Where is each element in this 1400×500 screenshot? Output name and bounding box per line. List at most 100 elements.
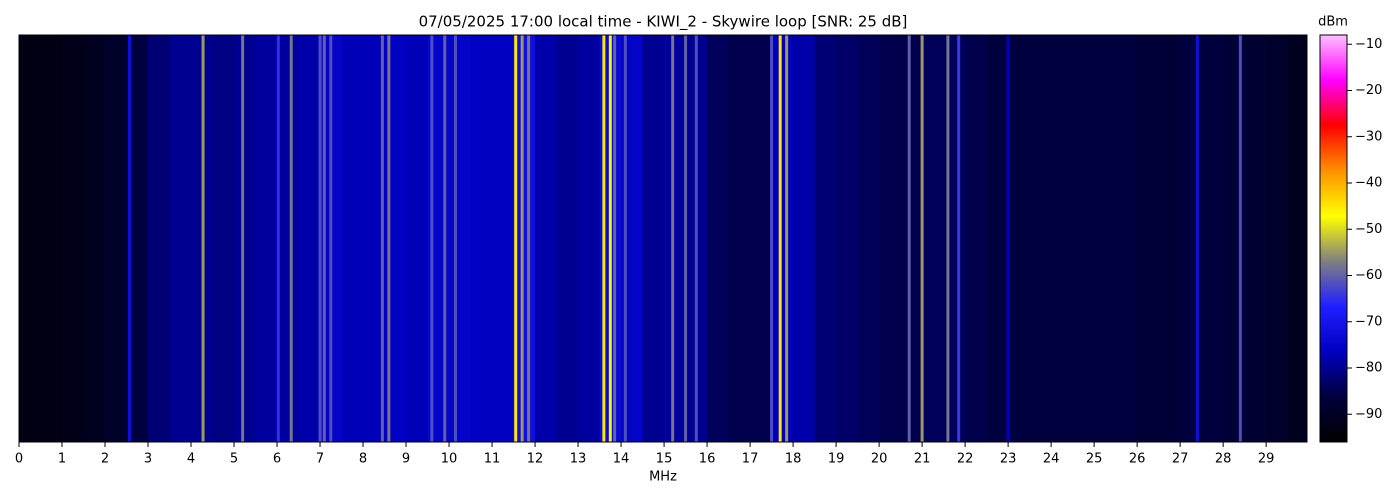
x-tick-label: 10: [441, 452, 458, 467]
band: [1244, 35, 1267, 442]
band: [1180, 35, 1203, 442]
x-tick-label: 19: [828, 452, 845, 467]
band: [750, 35, 773, 442]
colorbar-tick-label: −80: [1355, 361, 1382, 376]
colorbar-tick-label: −40: [1355, 176, 1382, 191]
signal-line: [770, 35, 774, 442]
band: [707, 35, 730, 442]
signal-line: [1238, 35, 1242, 442]
signal-line: [907, 35, 911, 442]
signal-line: [289, 35, 293, 442]
band: [922, 35, 945, 442]
x-tick-label: 6: [273, 452, 281, 467]
x-tick-label: 4: [187, 452, 195, 467]
x-tick-label: 26: [1129, 452, 1146, 467]
signal-line: [920, 35, 924, 442]
band: [1158, 35, 1181, 442]
band: [148, 35, 171, 442]
x-tick-label: 9: [402, 452, 410, 467]
band: [1201, 35, 1224, 442]
band: [277, 35, 300, 442]
band: [1137, 35, 1160, 442]
band: [1287, 35, 1308, 442]
colorbar-label: dBm: [1318, 15, 1348, 30]
signal-line: [1195, 35, 1199, 442]
band: [1223, 35, 1246, 442]
band: [857, 35, 880, 442]
colorbar-tick-label: −50: [1355, 222, 1382, 237]
signal-line: [318, 35, 322, 442]
band: [1051, 35, 1074, 442]
x-tick-label: 17: [742, 452, 759, 467]
signal-line: [128, 35, 132, 442]
signal-line: [957, 35, 961, 442]
band: [556, 35, 579, 442]
signal-line: [241, 35, 245, 442]
x-tick-label: 28: [1215, 452, 1232, 467]
signal-line: [329, 35, 333, 442]
band: [62, 35, 85, 442]
band: [255, 35, 278, 442]
band: [535, 35, 558, 442]
x-tick-label: 1: [58, 452, 66, 467]
band: [1072, 35, 1095, 442]
band: [986, 35, 1009, 442]
signal-line: [694, 35, 698, 442]
x-tick-label: 21: [914, 452, 931, 467]
x-tick-label: 23: [1000, 452, 1017, 467]
signal-line: [387, 35, 391, 442]
x-tick-label: 11: [484, 452, 501, 467]
signal-line: [671, 35, 675, 442]
signal-line: [778, 35, 782, 442]
band: [965, 35, 988, 442]
band: [105, 35, 128, 442]
plot-frame: [18, 34, 1308, 443]
signal-line: [201, 35, 205, 442]
x-tick-label: 29: [1258, 452, 1275, 467]
band: [1266, 35, 1289, 442]
band: [1008, 35, 1031, 442]
colorbar-tick-label: −20: [1355, 83, 1382, 98]
band: [470, 35, 493, 442]
x-tick-label: 14: [613, 452, 630, 467]
x-tick-label: 15: [656, 452, 673, 467]
signal-line: [608, 35, 612, 442]
band: [212, 35, 235, 442]
signal-line: [602, 35, 606, 442]
band: [363, 35, 386, 442]
x-tick-label: 16: [699, 452, 716, 467]
signal-line: [520, 35, 524, 442]
band: [341, 35, 364, 442]
x-tick-label: 3: [144, 452, 152, 467]
band: [492, 35, 515, 442]
band: [900, 35, 923, 442]
signal-line: [785, 35, 789, 442]
band: [1094, 35, 1117, 442]
band: [234, 35, 257, 442]
x-axis-label: MHz: [649, 470, 677, 485]
band: [578, 35, 601, 442]
colorbar: [1319, 34, 1348, 443]
signal-line: [454, 35, 458, 442]
colorbar-tick-label: −90: [1355, 407, 1382, 422]
colorbar-tick-label: −60: [1355, 268, 1382, 283]
signal-line: [443, 35, 447, 442]
signal-line: [514, 35, 518, 442]
band: [642, 35, 665, 442]
x-tick-label: 27: [1172, 452, 1189, 467]
band: [664, 35, 687, 442]
signal-line: [527, 35, 531, 442]
signal-line: [946, 35, 950, 442]
colorbar-tick-label: −10: [1355, 37, 1382, 52]
x-tick-label: 2: [101, 452, 109, 467]
x-tick-label: 22: [957, 452, 974, 467]
band: [19, 35, 42, 442]
x-tick-label: 7: [316, 452, 324, 467]
signal-line: [684, 35, 688, 442]
band: [298, 35, 321, 442]
colorbar-tick-label: −30: [1355, 129, 1382, 144]
band: [169, 35, 192, 442]
x-tick-label: 13: [570, 452, 587, 467]
